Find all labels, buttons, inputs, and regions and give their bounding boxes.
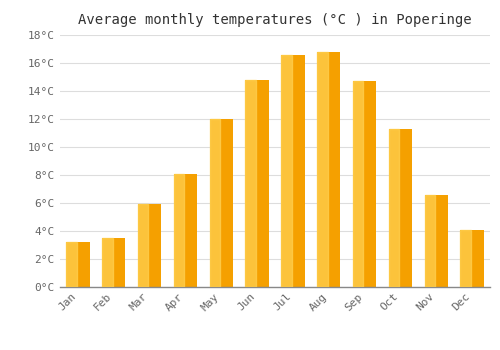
Bar — [353, 81, 364, 287]
Bar — [66, 242, 77, 287]
Bar — [210, 119, 220, 287]
Bar — [246, 80, 256, 287]
Bar — [424, 195, 435, 287]
Bar — [102, 238, 126, 287]
Bar — [174, 174, 197, 287]
Bar — [424, 195, 448, 287]
Bar — [138, 204, 161, 287]
Bar — [210, 119, 233, 287]
Bar — [389, 129, 400, 287]
Bar — [460, 230, 483, 287]
Bar — [246, 80, 268, 287]
Title: Average monthly temperatures (°C ) in Poperinge: Average monthly temperatures (°C ) in Po… — [78, 13, 472, 27]
Bar — [282, 55, 304, 287]
Bar — [102, 238, 113, 287]
Bar — [317, 52, 340, 287]
Bar — [317, 52, 328, 287]
Bar — [353, 81, 376, 287]
Bar — [174, 174, 184, 287]
Bar — [389, 129, 412, 287]
Bar — [66, 242, 90, 287]
Bar — [138, 204, 148, 287]
Bar — [282, 55, 292, 287]
Bar — [460, 230, 471, 287]
